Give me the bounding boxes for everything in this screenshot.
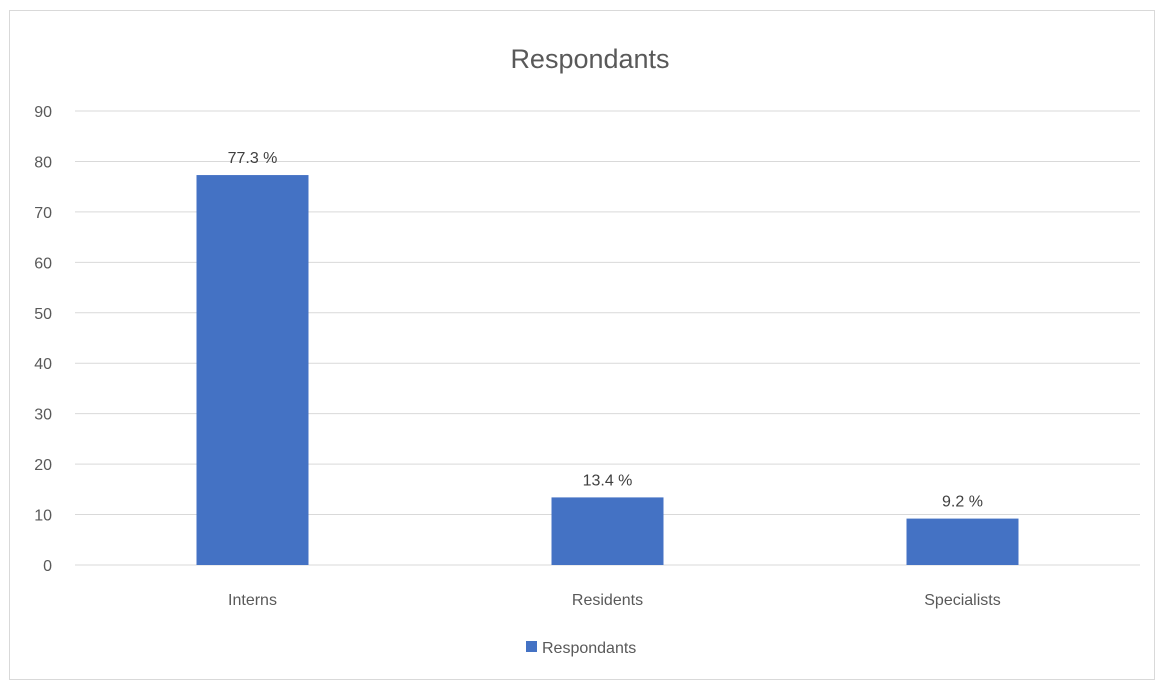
y-tick-label: 60 bbox=[34, 255, 52, 272]
x-tick-label: Interns bbox=[228, 592, 277, 609]
bar bbox=[906, 518, 1019, 565]
y-axis: 0 10 20 30 40 50 60 70 80 90 bbox=[34, 104, 52, 575]
y-tick-label: 90 bbox=[34, 104, 52, 121]
bars: 77.3 % 13.4 % 9.2 % bbox=[196, 150, 1019, 565]
bar bbox=[196, 175, 309, 565]
y-tick-label: 70 bbox=[34, 205, 52, 222]
y-tick-label: 80 bbox=[34, 154, 52, 171]
y-tick-label: 40 bbox=[34, 356, 52, 373]
x-tick-label: Residents bbox=[572, 592, 643, 609]
legend: Respondants bbox=[526, 640, 636, 657]
data-label: 13.4 % bbox=[583, 472, 633, 489]
data-label: 9.2 % bbox=[942, 494, 983, 511]
y-tick-label: 30 bbox=[34, 407, 52, 424]
x-axis: Interns Residents Specialists bbox=[228, 592, 1001, 609]
chart-title: Respondants bbox=[510, 44, 669, 74]
legend-swatch bbox=[526, 641, 537, 652]
data-label: 77.3 % bbox=[228, 150, 278, 167]
y-tick-label: 10 bbox=[34, 508, 52, 525]
bar bbox=[551, 497, 664, 565]
y-tick-label: 0 bbox=[43, 558, 52, 575]
x-tick-label: Specialists bbox=[924, 592, 1000, 609]
y-tick-label: 50 bbox=[34, 306, 52, 323]
y-tick-label: 20 bbox=[34, 457, 52, 474]
legend-label: Respondants bbox=[542, 640, 636, 657]
